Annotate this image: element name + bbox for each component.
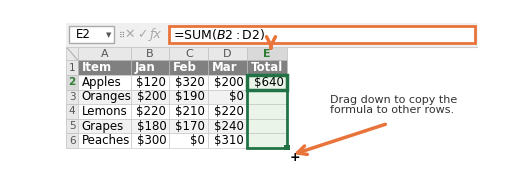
Bar <box>284 145 289 150</box>
Bar <box>66 47 78 60</box>
Bar <box>247 75 287 89</box>
Bar <box>169 26 475 43</box>
Bar <box>66 133 78 148</box>
Text: $0: $0 <box>229 90 244 103</box>
Bar <box>169 47 208 60</box>
Bar <box>131 133 169 148</box>
Bar <box>70 26 114 43</box>
Bar <box>131 60 169 75</box>
Text: formula to other rows.: formula to other rows. <box>330 105 454 114</box>
Text: A: A <box>100 49 108 59</box>
Text: $170: $170 <box>175 120 205 133</box>
Bar <box>208 75 247 89</box>
Text: D: D <box>224 49 232 59</box>
Text: $320: $320 <box>175 76 205 89</box>
Text: $640: $640 <box>254 76 284 89</box>
Text: Grapes: Grapes <box>82 120 124 133</box>
Text: E2: E2 <box>76 28 91 41</box>
Text: ✕: ✕ <box>125 28 135 41</box>
Text: Item: Item <box>82 61 112 74</box>
Bar <box>78 89 131 104</box>
Text: 3: 3 <box>69 92 75 102</box>
Text: 4: 4 <box>69 106 75 117</box>
Bar <box>66 119 78 133</box>
Bar <box>247 60 287 75</box>
Bar <box>208 104 247 119</box>
Text: ƒx: ƒx <box>150 28 162 41</box>
Text: $220: $220 <box>214 105 244 118</box>
Text: 2: 2 <box>68 77 76 87</box>
Bar <box>169 60 208 75</box>
Text: ▼: ▼ <box>106 32 112 38</box>
Bar <box>208 119 247 133</box>
Bar <box>208 133 247 148</box>
Bar <box>66 75 78 89</box>
Bar <box>247 75 287 89</box>
Text: Oranges: Oranges <box>82 90 132 103</box>
Bar <box>208 47 247 60</box>
Bar <box>66 104 78 119</box>
Bar <box>131 75 169 89</box>
Text: Lemons: Lemons <box>82 105 127 118</box>
Text: B: B <box>146 49 154 59</box>
Bar <box>66 23 478 47</box>
Bar <box>247 119 287 133</box>
Text: =SUM($B2:$D2): =SUM($B2:$D2) <box>173 27 266 42</box>
Text: $180: $180 <box>136 120 166 133</box>
Text: Peaches: Peaches <box>82 134 130 147</box>
Bar <box>247 89 287 104</box>
Text: 1: 1 <box>69 63 75 73</box>
Text: +: + <box>289 151 300 164</box>
Text: 6: 6 <box>69 136 75 146</box>
Bar <box>169 119 208 133</box>
Bar <box>78 133 131 148</box>
Bar <box>208 89 247 104</box>
Text: Total: Total <box>251 61 283 74</box>
Text: $190: $190 <box>175 90 205 103</box>
Text: $200: $200 <box>214 76 244 89</box>
Text: Drag down to copy the: Drag down to copy the <box>330 95 457 105</box>
Bar <box>247 133 287 148</box>
Text: Apples: Apples <box>82 76 122 89</box>
Text: ✓: ✓ <box>137 28 148 41</box>
Text: Feb: Feb <box>173 61 197 74</box>
Bar <box>66 60 78 75</box>
Text: Mar: Mar <box>212 61 238 74</box>
Bar <box>169 75 208 89</box>
Text: $200: $200 <box>136 90 166 103</box>
Bar <box>131 47 169 60</box>
Bar <box>78 119 131 133</box>
Bar <box>131 89 169 104</box>
Bar <box>169 89 208 104</box>
Text: $120: $120 <box>136 76 166 89</box>
Bar <box>131 119 169 133</box>
Bar <box>169 104 208 119</box>
Text: E: E <box>263 49 271 59</box>
Bar <box>78 60 131 75</box>
Text: $220: $220 <box>136 105 166 118</box>
Text: Jan: Jan <box>134 61 156 74</box>
Bar <box>78 47 131 60</box>
Text: $210: $210 <box>175 105 205 118</box>
Text: 5: 5 <box>69 121 75 131</box>
Bar <box>78 75 131 89</box>
Text: $0: $0 <box>190 134 205 147</box>
Bar <box>247 47 287 60</box>
Bar <box>247 75 287 148</box>
Text: $300: $300 <box>136 134 166 147</box>
Text: ⠿: ⠿ <box>118 30 124 39</box>
Text: C: C <box>185 49 193 59</box>
Bar <box>208 60 247 75</box>
Bar <box>78 104 131 119</box>
Bar <box>66 89 78 104</box>
Text: $310: $310 <box>214 134 244 147</box>
Bar <box>247 104 287 119</box>
Bar <box>169 133 208 148</box>
Bar <box>131 104 169 119</box>
Text: $240: $240 <box>214 120 244 133</box>
